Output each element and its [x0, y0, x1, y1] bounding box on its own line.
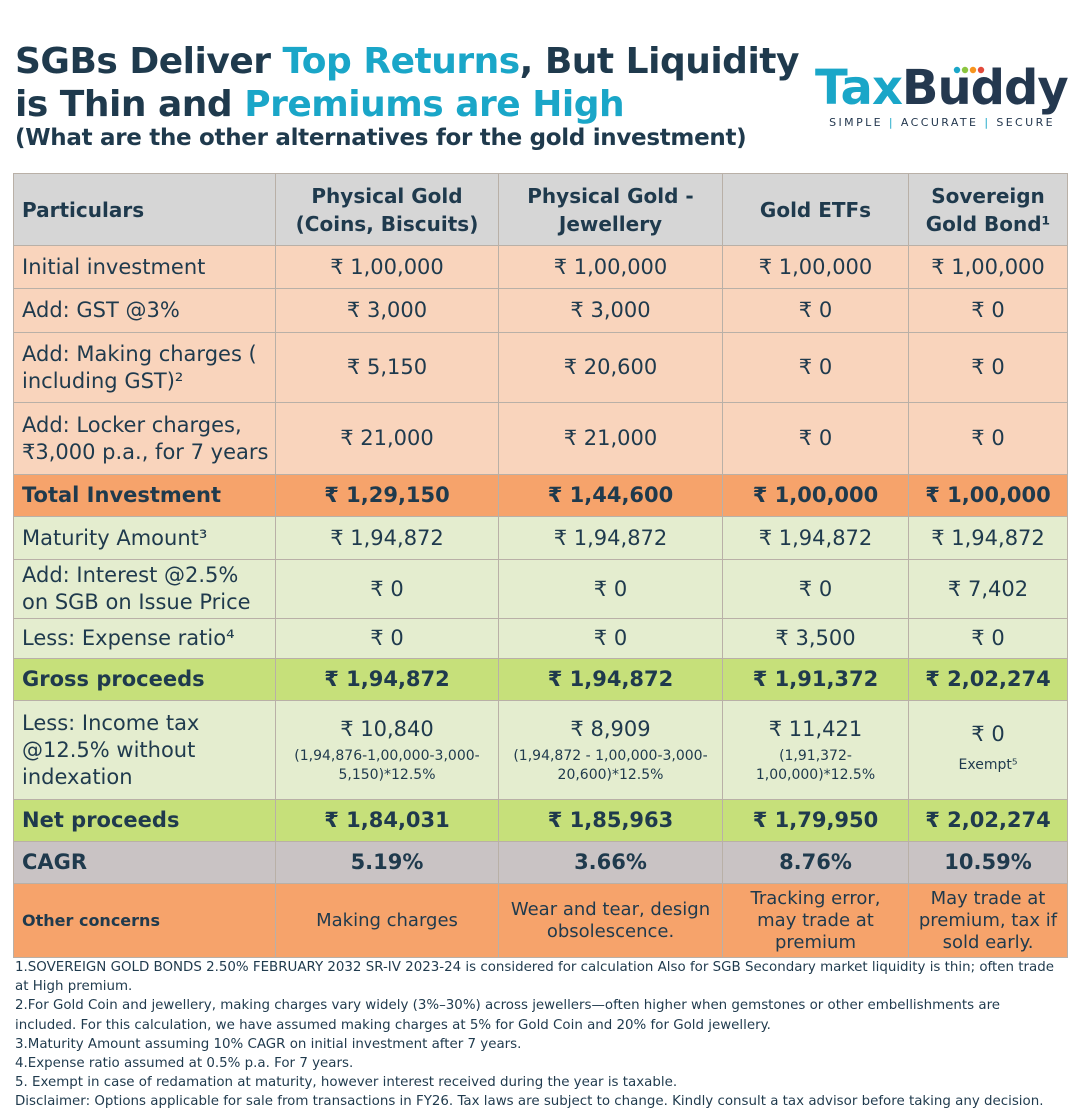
footnote-1: 1.SOVEREIGN GOLD BONDS 2.50% FEBRUARY 20…	[15, 960, 1054, 995]
comparison-table: Particulars Physical Gold (Coins, Biscui…	[13, 173, 1068, 958]
table-row-locker-charges: Add: Locker charges, ₹3,000 p.a., for 7 …	[13, 402, 1068, 475]
footnote-4: 4.Expense ratio assumed at 0.5% p.a. For…	[15, 1056, 354, 1072]
disclaimer: Disclaimer: Options applicable for sale …	[15, 1094, 1044, 1110]
page-title: SGBs Deliver Top Returns, But Liquidity …	[15, 41, 799, 125]
header-gold-etfs: Gold ETFs	[722, 173, 909, 246]
table-row-net-proceeds: Net proceeds ₹ 1,84,031 ₹ 1,85,963 ₹ 1,7…	[13, 799, 1068, 842]
taxbuddy-logo: TaxBuddy SIMPLE | ACCURATE | SECURE	[815, 60, 1069, 129]
footnote-5: 5. Exempt in case of redamation at matur…	[15, 1075, 678, 1091]
table-row-total-investment: Total Investment ₹ 1,29,150 ₹ 1,44,600 ₹…	[13, 474, 1068, 517]
tax-formula-note: (1,91,372-1,00,000)*12.5%	[755, 747, 876, 783]
footnote-3: 3.Maturity Amount assuming 10% CAGR on i…	[15, 1036, 522, 1052]
table-header-row: Particulars Physical Gold (Coins, Biscui…	[13, 173, 1068, 246]
header-physical-gold-jewellery: Physical Gold - Jewellery	[498, 173, 723, 246]
header-physical-gold-coins: Physical Gold (Coins, Biscuits)	[275, 173, 499, 246]
logo-dots-icon	[953, 66, 985, 74]
footnote-2: 2.For Gold Coin and jewellery, making ch…	[15, 998, 1001, 1033]
table-row-income-tax: Less: Income tax @12.5% without indexati…	[13, 700, 1068, 800]
table-row-maturity-amount: Maturity Amount³ ₹ 1,94,872 ₹ 1,94,872 ₹…	[13, 516, 1068, 560]
table-row-other-concerns: Other concerns Making charges Wear and t…	[13, 883, 1068, 958]
table-row-interest: Add: Interest @2.5% on SGB on Issue Pric…	[13, 559, 1068, 619]
tax-formula-note: (1,94,872 - 1,00,000-3,000-20,600)*12.5%	[513, 747, 708, 783]
header-sovereign-gold-bond: Sovereign Gold Bond¹	[908, 173, 1068, 246]
header-particulars: Particulars	[13, 173, 276, 246]
tax-exempt-note: Exempt⁵	[958, 757, 1018, 773]
logo-wordmark: TaxBuddy	[815, 60, 1069, 116]
page-subtitle: (What are the other alternatives for the…	[15, 125, 747, 151]
footnotes: 1.SOVEREIGN GOLD BONDS 2.50% FEBRUARY 20…	[15, 958, 1065, 1112]
table-row-initial-investment: Initial investment ₹ 1,00,000 ₹ 1,00,000…	[13, 245, 1068, 289]
table-row-cagr: CAGR 5.19% 3.66% 8.76% 10.59%	[13, 841, 1068, 884]
logo-tagline: SIMPLE | ACCURATE | SECURE	[829, 116, 1055, 129]
table-row-gst: Add: GST @3% ₹ 3,000 ₹ 3,000 ₹ 0 ₹ 0	[13, 288, 1068, 333]
header: SGBs Deliver Top Returns, But Liquidity …	[15, 40, 805, 153]
table-row-gross-proceeds: Gross proceeds ₹ 1,94,872 ₹ 1,94,872 ₹ 1…	[13, 658, 1068, 701]
tax-formula-note: (1,94,876-1,00,000-3,000-5,150)*12.5%	[294, 747, 480, 783]
table-row-making-charges: Add: Making charges ( including GST)² ₹ …	[13, 332, 1068, 403]
table-row-expense-ratio: Less: Expense ratio⁴ ₹ 0 ₹ 0 ₹ 3,500 ₹ 0	[13, 618, 1068, 659]
